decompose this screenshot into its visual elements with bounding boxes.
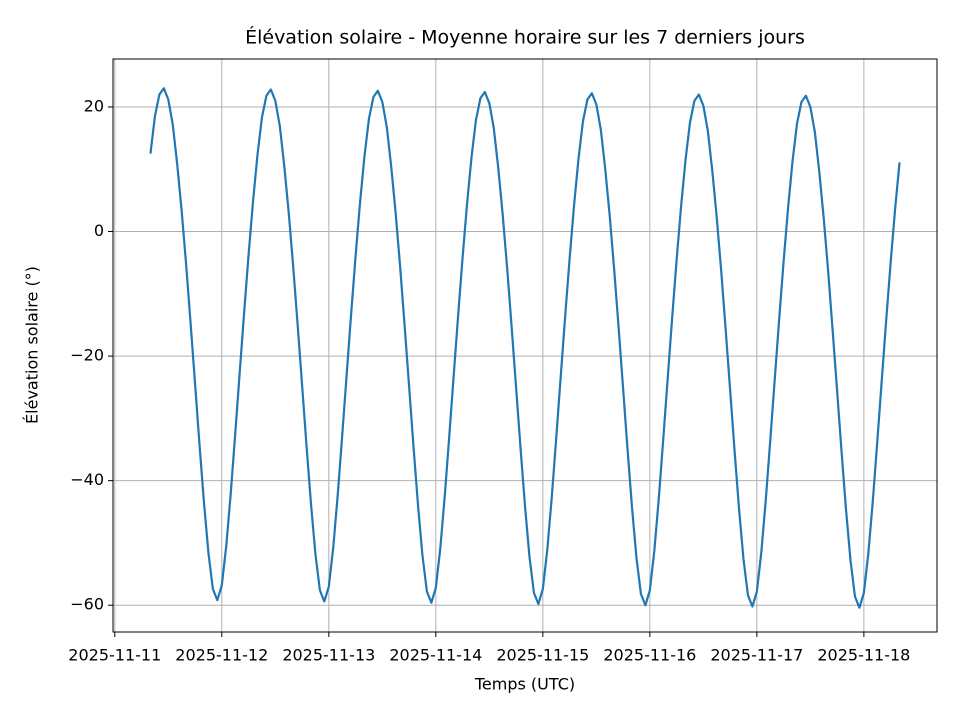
plot-frame bbox=[112, 58, 938, 633]
y-tick-label: 0 bbox=[94, 221, 104, 240]
line-series bbox=[149, 87, 901, 609]
x-tick-label: 2025-11-12 bbox=[175, 646, 268, 665]
y-tick-label: −20 bbox=[70, 346, 104, 365]
chart-title: Élévation solaire - Moyenne horaire sur … bbox=[245, 26, 805, 49]
x-tick-label: 2025-11-16 bbox=[603, 646, 696, 665]
y-tick-label: −40 bbox=[70, 470, 104, 489]
y-axis-label: Élévation solaire (°) bbox=[23, 266, 42, 424]
y-tick-label: 20 bbox=[84, 96, 104, 115]
x-axis-label: Temps (UTC) bbox=[474, 675, 575, 694]
x-tick-label: 2025-11-17 bbox=[710, 646, 803, 665]
y-tick-label: −60 bbox=[70, 595, 104, 614]
x-tick-label: 2025-11-11 bbox=[68, 646, 161, 665]
x-tick-label: 2025-11-15 bbox=[496, 646, 589, 665]
x-tick-label: 2025-11-18 bbox=[817, 646, 910, 665]
x-tick-label: 2025-11-13 bbox=[282, 646, 375, 665]
x-tick-label: 2025-11-14 bbox=[389, 646, 482, 665]
